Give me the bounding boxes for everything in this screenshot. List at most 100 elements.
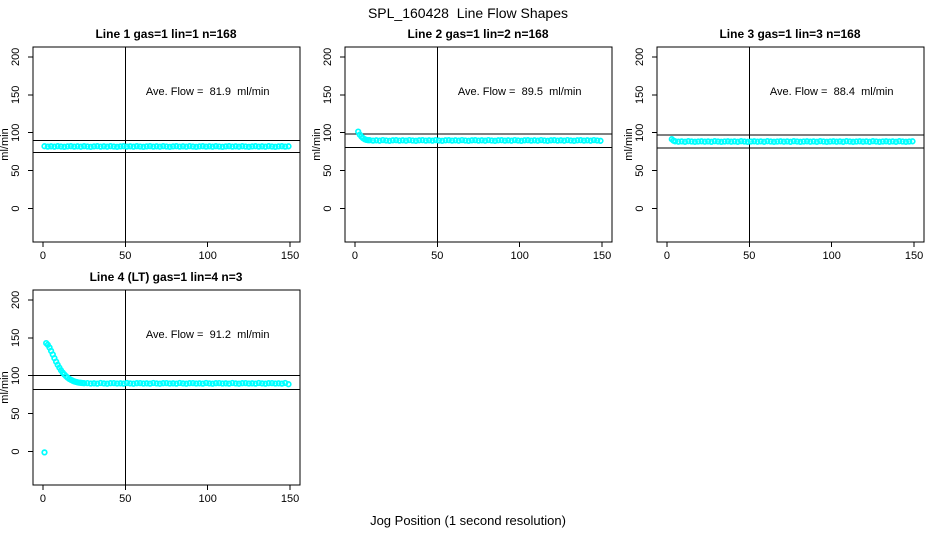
data-point bbox=[491, 137, 499, 144]
data-point bbox=[47, 143, 55, 150]
data-point bbox=[130, 143, 137, 150]
data-point bbox=[741, 138, 748, 145]
data-point bbox=[448, 137, 456, 144]
y-axis-title: ml/min bbox=[311, 128, 323, 160]
data-point bbox=[146, 380, 154, 387]
data-point bbox=[369, 137, 377, 144]
data-point bbox=[678, 138, 685, 145]
data-point bbox=[498, 137, 505, 144]
x-tick-label: 50 bbox=[119, 250, 131, 262]
data-point bbox=[823, 138, 830, 145]
data-point bbox=[472, 137, 479, 144]
data-point bbox=[173, 143, 180, 150]
data-point bbox=[239, 143, 246, 150]
data-point bbox=[744, 138, 751, 145]
data-point bbox=[402, 137, 410, 144]
data-point bbox=[186, 380, 193, 387]
data-point bbox=[282, 143, 289, 150]
data-point bbox=[163, 379, 170, 387]
data-point bbox=[255, 379, 262, 387]
data-point bbox=[892, 138, 900, 145]
data-point bbox=[61, 143, 68, 150]
ave-flow-annotation: Ave. Flow = 88.4 ml/min bbox=[770, 86, 894, 98]
data-point bbox=[285, 381, 292, 388]
data-point bbox=[859, 138, 867, 145]
x-tick-label: 100 bbox=[823, 250, 841, 262]
y-tick-label: 0 bbox=[10, 449, 22, 455]
data-point bbox=[813, 138, 821, 145]
data-point bbox=[863, 138, 870, 145]
data-point bbox=[212, 380, 220, 387]
data-point bbox=[698, 138, 705, 145]
data-point bbox=[196, 143, 203, 150]
data-point bbox=[373, 137, 380, 144]
data-point bbox=[876, 138, 883, 145]
data-point bbox=[229, 379, 236, 387]
data-point bbox=[110, 379, 117, 387]
data-point bbox=[120, 143, 127, 150]
data-point bbox=[399, 137, 406, 144]
data-point bbox=[409, 137, 416, 144]
data-point bbox=[731, 138, 738, 145]
data-point bbox=[113, 143, 121, 150]
y-tick-label: 150 bbox=[322, 86, 334, 104]
data-point bbox=[770, 138, 778, 145]
data-point bbox=[140, 380, 147, 387]
y-tick-label: 0 bbox=[322, 206, 334, 212]
data-point bbox=[67, 143, 75, 150]
x-tick-label: 0 bbox=[352, 250, 358, 262]
data-point bbox=[708, 138, 715, 145]
data-point bbox=[475, 137, 482, 144]
data-point bbox=[150, 143, 157, 150]
ave-flow-annotation: Ave. Flow = 89.5 ml/min bbox=[458, 86, 582, 98]
data-point bbox=[87, 380, 94, 387]
x-tick-label: 50 bbox=[119, 493, 131, 505]
data-point bbox=[84, 143, 91, 150]
data-point bbox=[873, 138, 880, 145]
data-point bbox=[406, 136, 413, 144]
data-point bbox=[675, 138, 682, 145]
data-point bbox=[57, 143, 65, 150]
data-point bbox=[133, 143, 140, 150]
data-point bbox=[853, 138, 860, 145]
data-point bbox=[107, 380, 114, 387]
data-point bbox=[587, 137, 594, 144]
data-point bbox=[366, 137, 373, 144]
data-point bbox=[80, 143, 88, 150]
data-point bbox=[252, 380, 259, 387]
data-point bbox=[577, 137, 584, 144]
data-point bbox=[462, 137, 469, 144]
data-point bbox=[830, 138, 837, 145]
data-point bbox=[212, 143, 220, 150]
y-axis-title: ml/min bbox=[0, 128, 11, 160]
flow-panel-2: Line 2 gas=1 lin=2 n=168 0 50 100 150 0 50 100 1… bbox=[311, 27, 613, 262]
data-point bbox=[807, 138, 814, 145]
data-point bbox=[458, 136, 466, 144]
data-point bbox=[156, 143, 164, 150]
data-point bbox=[800, 138, 807, 145]
data-point bbox=[524, 137, 532, 144]
data-point bbox=[554, 137, 561, 144]
data-point bbox=[780, 138, 788, 145]
data-point bbox=[747, 138, 755, 145]
data-point bbox=[242, 379, 249, 387]
data-point bbox=[896, 138, 903, 145]
data-point bbox=[869, 138, 877, 145]
flow-panel-4: Line 4 (LT) gas=1 lin=4 n=3 0 50 100 150 0 50 1… bbox=[0, 270, 301, 505]
data-point bbox=[846, 138, 853, 145]
data-point bbox=[721, 138, 728, 145]
data-point bbox=[100, 143, 108, 150]
data-point bbox=[866, 138, 873, 145]
data-point bbox=[856, 138, 863, 145]
data-point bbox=[514, 137, 522, 144]
data-point bbox=[130, 380, 137, 387]
data-point bbox=[193, 143, 200, 150]
y-axis-title: ml/min bbox=[0, 371, 11, 403]
data-point bbox=[222, 380, 229, 387]
data-point bbox=[879, 138, 886, 145]
data-point bbox=[97, 379, 104, 387]
data-point bbox=[166, 380, 173, 387]
plot-box bbox=[32, 46, 301, 243]
y-axis-title: ml/min bbox=[623, 128, 635, 160]
y-tick-label: 100 bbox=[10, 367, 22, 385]
